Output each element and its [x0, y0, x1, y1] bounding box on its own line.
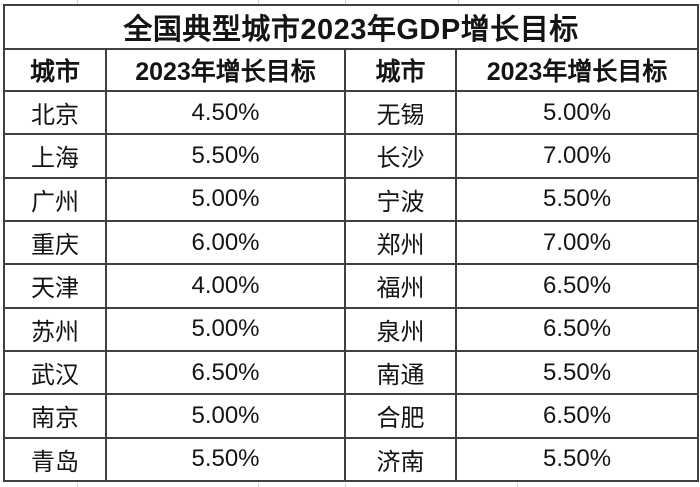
target-cell: 5.50% — [105, 436, 346, 483]
target-cell: 5.00% — [105, 306, 346, 352]
table-row: 青岛 5.50% 济南 5.50% — [3, 436, 700, 483]
target-cell: 5.50% — [454, 349, 700, 396]
city-cell: 北京 — [3, 89, 107, 136]
city-cell: 济南 — [344, 436, 457, 483]
target-cell: 5.50% — [105, 133, 346, 179]
header-target-left: 2023年增长目标 — [105, 48, 346, 92]
gridline-tick — [345, 0, 346, 4]
city-cell: 泉州 — [344, 306, 457, 352]
target-cell: 6.00% — [105, 219, 346, 266]
table-row: 南京 5.00% 合肥 6.50% — [3, 393, 700, 439]
header-city-left: 城市 — [3, 48, 107, 92]
gridline-tick — [345, 483, 346, 487]
target-cell: 6.50% — [454, 393, 700, 439]
header-city-right: 城市 — [344, 48, 457, 92]
city-cell: 上海 — [3, 133, 107, 179]
city-cell: 郑州 — [344, 219, 457, 266]
gridline-tick — [77, 0, 78, 4]
table-row: 重庆 6.00% 郑州 7.00% — [3, 219, 700, 266]
gridline-tick — [258, 0, 259, 4]
gdp-growth-target-table: 全国典型城市2023年GDP增长目标 城市 2023年增长目标 城市 2023年… — [2, 4, 700, 483]
city-cell: 合肥 — [344, 393, 457, 439]
target-cell: 4.50% — [105, 89, 346, 136]
city-cell: 福州 — [344, 263, 457, 309]
city-cell: 南通 — [344, 349, 457, 396]
gridline-tick — [77, 483, 78, 487]
city-cell: 宁波 — [344, 176, 457, 222]
target-cell: 5.50% — [454, 176, 700, 222]
city-cell: 天津 — [3, 263, 107, 309]
target-cell: 7.00% — [454, 133, 700, 179]
target-cell: 5.00% — [454, 89, 700, 136]
table-row: 广州 5.00% 宁波 5.50% — [3, 176, 700, 222]
target-cell: 6.50% — [105, 349, 346, 396]
table-row: 北京 4.50% 无锡 5.00% — [3, 89, 700, 136]
target-cell: 5.00% — [105, 176, 346, 222]
target-cell: 4.00% — [105, 263, 346, 309]
city-cell: 青岛 — [3, 436, 107, 483]
header-target-right: 2023年增长目标 — [454, 48, 700, 92]
gridline-tick — [517, 483, 518, 487]
city-cell: 长沙 — [344, 133, 457, 179]
city-cell: 苏州 — [3, 306, 107, 352]
table-header-row: 城市 2023年增长目标 城市 2023年增长目标 — [3, 48, 700, 92]
target-cell: 5.00% — [105, 393, 346, 439]
table-title: 全国典型城市2023年GDP增长目标 — [2, 4, 700, 50]
table-title-row: 全国典型城市2023年GDP增长目标 — [2, 4, 700, 50]
city-cell: 无锡 — [344, 89, 457, 136]
table-row: 上海 5.50% 长沙 7.00% — [3, 133, 700, 179]
target-cell: 7.00% — [454, 219, 700, 266]
table-row: 武汉 6.50% 南通 5.50% — [3, 349, 700, 396]
gridline-tick — [458, 0, 459, 4]
city-cell: 重庆 — [3, 219, 107, 266]
target-cell: 6.50% — [454, 263, 700, 309]
city-cell: 南京 — [3, 393, 107, 439]
gridline-tick — [258, 483, 259, 487]
target-cell: 6.50% — [454, 306, 700, 352]
city-cell: 武汉 — [3, 349, 107, 396]
table-row: 天津 4.00% 福州 6.50% — [3, 263, 700, 309]
target-cell: 5.50% — [454, 436, 700, 483]
city-cell: 广州 — [3, 176, 107, 222]
table-row: 苏州 5.00% 泉州 6.50% — [3, 306, 700, 352]
